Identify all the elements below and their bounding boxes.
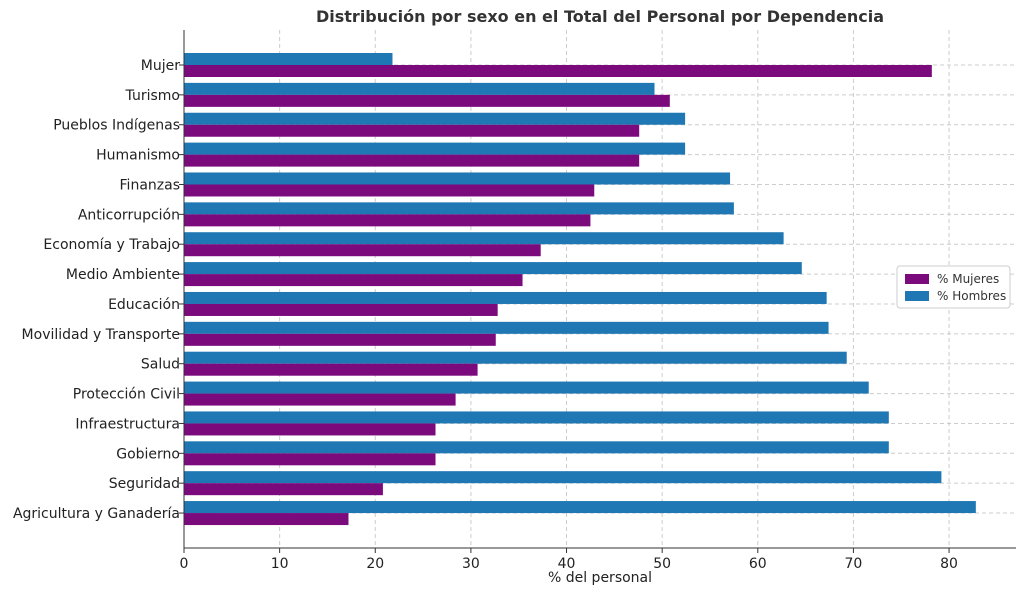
category-label: Seguridad (109, 476, 180, 492)
category-label: Humanismo (96, 148, 180, 164)
category-label: Protección Civil (73, 387, 180, 403)
category-label: Agricultura y Ganadería (13, 506, 180, 522)
axes (179, 30, 1016, 553)
category-label: Finanzas (120, 177, 180, 193)
bar-hombres (184, 112, 686, 125)
bar-mujeres (184, 214, 591, 227)
bar-hombres (184, 351, 847, 364)
legend-label: % Hombres (937, 289, 1006, 303)
legend-swatch (905, 274, 929, 284)
category-labels: Mujer Turismo Pueblos Indígenas Humanismo Fi… (13, 58, 180, 522)
bar-mujeres (184, 184, 595, 197)
bar-hombres (184, 321, 829, 334)
x-tick-label: 10 (271, 556, 289, 572)
bar-hombres (184, 82, 655, 95)
category-label: Movilidad y Transporte (22, 327, 180, 343)
legend-swatch (905, 291, 929, 301)
bar-mujeres (184, 274, 523, 287)
bar-mujeres (184, 393, 456, 406)
category-label: Salud (141, 357, 180, 373)
chart-title: Distribución por sexo en el Total del Pe… (316, 7, 884, 26)
category-label: Medio Ambiente (66, 267, 180, 283)
bar-mujeres (184, 513, 349, 526)
category-label: Infraestructura (75, 416, 180, 432)
bar-hombres (184, 142, 686, 155)
bar-hombres (184, 172, 731, 185)
x-tick-label: 0 (180, 556, 189, 572)
bar-mujeres (184, 154, 640, 167)
bar-hombres (184, 202, 734, 215)
bar-hombres (184, 411, 889, 424)
bar-hombres (184, 501, 976, 514)
x-tick-label: 70 (845, 556, 863, 572)
x-tick-label: 80 (940, 556, 958, 572)
bar-mujeres (184, 363, 478, 376)
category-label: Mujer (141, 58, 180, 74)
bar-hombres (184, 53, 393, 65)
category-label: Educación (108, 297, 180, 313)
bar-mujeres (184, 244, 541, 257)
bar-mujeres (184, 333, 496, 346)
bar-hombres (184, 381, 869, 394)
x-tick-label: 40 (558, 556, 576, 572)
legend-label: % Mujeres (937, 272, 999, 286)
x-tick-label: 50 (653, 556, 671, 572)
bar-hombres (184, 471, 942, 484)
category-label: Gobierno (116, 446, 180, 462)
bar-hombres (184, 441, 889, 454)
legend: % Mujeres % Hombres (896, 265, 1011, 309)
category-label: Anticorrupción (78, 207, 180, 223)
bar-mujeres (184, 483, 383, 496)
bar-mujeres (184, 453, 436, 466)
category-label: Turismo (125, 88, 180, 104)
tick-labels: 0 10 20 30 40 50 60 70 80 (180, 556, 958, 572)
x-tick-label: 60 (749, 556, 767, 572)
bar-hombres (184, 291, 827, 304)
bar-hombres (184, 232, 784, 245)
bar-mujeres (184, 94, 670, 107)
x-tick-label: 20 (366, 556, 384, 572)
bars (184, 53, 976, 526)
category-label: Economía y Trabajo (43, 237, 180, 253)
bar-hombres (184, 262, 802, 275)
x-tick-label: 30 (462, 556, 480, 572)
category-label: Pueblos Indígenas (53, 118, 180, 134)
bar-mujeres (184, 303, 498, 316)
grid (183, 30, 1016, 548)
bar-mujeres (184, 423, 436, 436)
bar-mujeres (184, 65, 932, 77)
bar-mujeres (184, 124, 640, 137)
x-axis-title: % del personal (548, 570, 652, 586)
